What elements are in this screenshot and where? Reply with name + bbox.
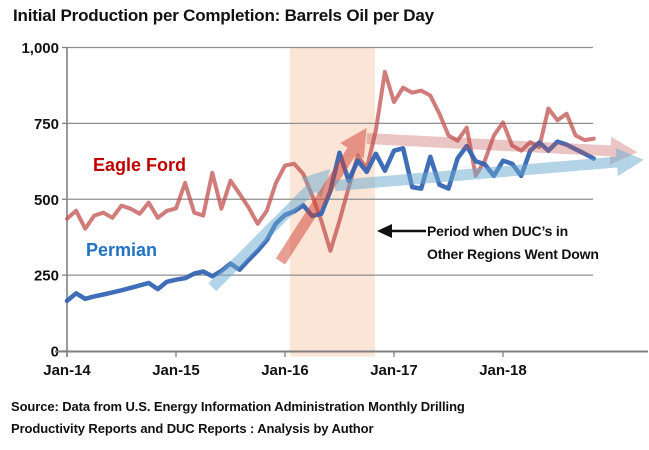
eagle-ford-line [65,69,596,253]
annotation-arrow-head [377,224,392,238]
source-text: Source: Data from U.S. Energy Informatio… [11,396,465,440]
x-axis-ticks: Jan-14 Jan-15 Jan-16 Jan-17 Jan-18 [43,351,527,379]
x-axis-tick-label: Jan-17 [370,362,418,379]
x-axis-tick-label: Jan-16 [261,362,309,379]
eagle-ford-flat-arrow [366,133,638,165]
source-line-2: Productivity Reports and DUC Reports : A… [11,421,374,436]
permian-flat-arrow [334,148,644,192]
y-axis-tick-label: 750 [34,116,59,133]
series-label-eagle-ford: Eagle Ford [93,155,187,175]
chart-title: Initial Production per Completion: Barre… [13,6,434,25]
annotation-line-2: Other Regions Went Down [427,246,599,262]
source-line-1: Source: Data from U.S. Energy Informatio… [11,399,465,414]
annotation-line-1: Period when DUC’s in [427,223,568,239]
series-label-permian: Permian [86,240,158,260]
y-axis-tick-label: 1,000 [21,40,59,57]
eagle-ford-rise-arrow [275,127,367,265]
y-axis-tick-label: 0 [51,344,59,361]
x-axis-tick-label: Jan-18 [479,362,527,379]
gridlines: 1,000 750 500 250 0 [21,40,593,361]
x-axis-tick-label: Jan-14 [43,362,91,379]
permian-rise-arrow [208,168,331,292]
annotation-text: Period when DUC’s in Other Regions Went … [427,220,599,266]
x-axis-tick-label: Jan-15 [152,362,200,379]
y-axis-tick-label: 500 [34,192,59,209]
y-axis-tick-label: 250 [34,268,59,285]
